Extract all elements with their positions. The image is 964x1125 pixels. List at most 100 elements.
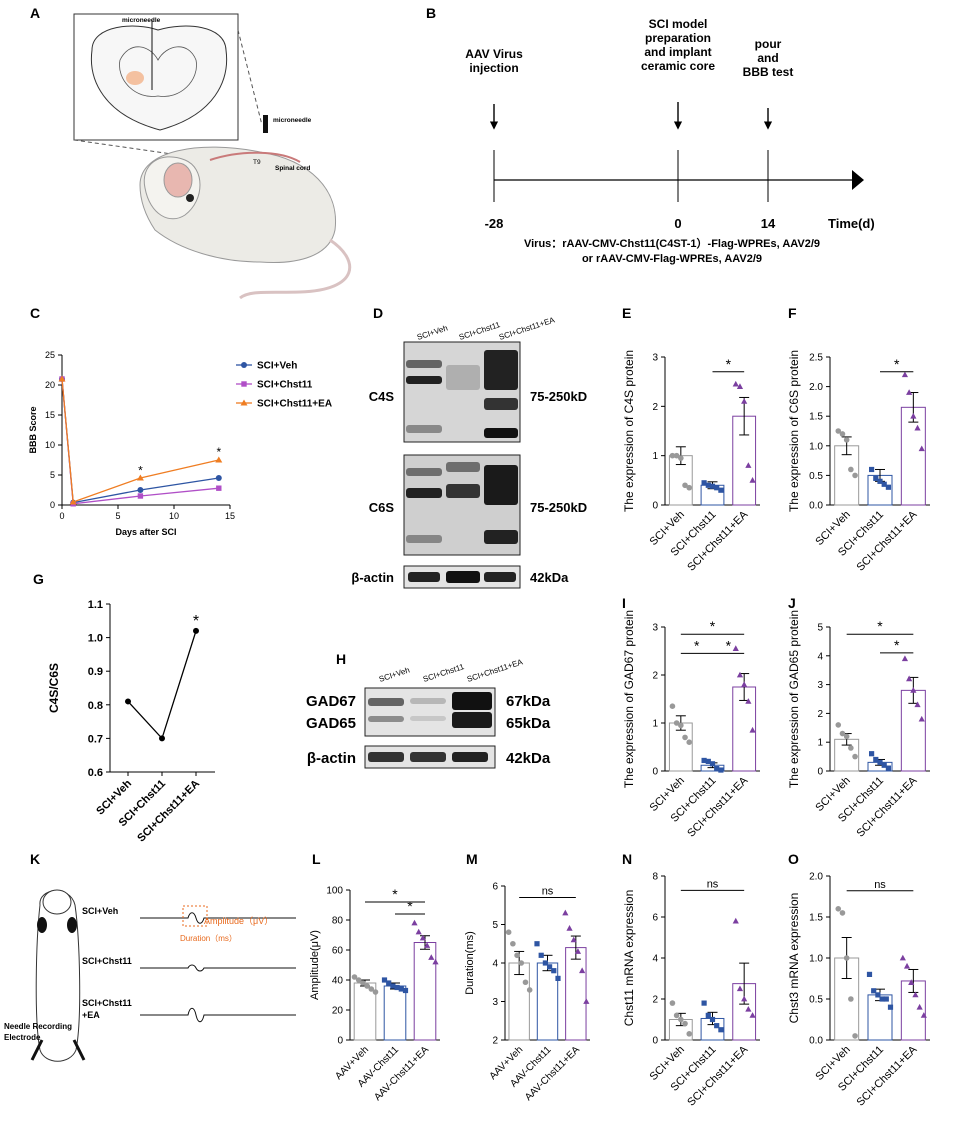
data-point: [848, 466, 854, 473]
y-tick-label: 0.5: [809, 995, 823, 1006]
panel-letter-m: M: [466, 851, 478, 867]
t9-label: T9: [253, 159, 261, 166]
y-axis-label: The expression of C4S protein: [622, 350, 636, 512]
data-point: [514, 952, 520, 959]
data-point: [745, 698, 752, 704]
data-point: [906, 389, 913, 395]
electrode-label-line-1: Needle Recording: [4, 1022, 72, 1031]
y-axis-label: Duration(ms): [464, 931, 476, 995]
data-point: [741, 995, 748, 1002]
y-axis-label: Chst3 mRNA expression: [787, 893, 801, 1024]
rat-diagram-body: [35, 890, 81, 1062]
group-label: SCI+Chst11: [82, 956, 132, 966]
duration-label: Duration（ms）: [180, 934, 237, 943]
y-tick-label: 8: [652, 872, 658, 883]
blot-band: [406, 468, 442, 476]
data-point: [877, 759, 883, 765]
data-point: [839, 431, 846, 437]
y-tick-label: 0.9: [88, 666, 103, 678]
panel-letter-j: J: [788, 595, 796, 611]
rat-diagram-head: [42, 889, 72, 915]
data-point: [736, 985, 744, 992]
data-point: [881, 762, 887, 768]
data-point-ea: [215, 456, 223, 463]
data-point: [843, 437, 850, 443]
y-tick-label: 2.0: [809, 872, 823, 883]
data-point: [899, 954, 906, 961]
panel-letter-g: G: [33, 571, 44, 587]
significance-label: *: [894, 356, 900, 372]
bar-chart-f: 0.0 0.5 1.0 1.5 2.0 2.5 The expression of C6S …: [787, 350, 930, 574]
data-point: [705, 1012, 711, 1018]
y-tick-label: 25: [45, 350, 55, 360]
bar: [565, 947, 587, 1041]
data-point: [351, 974, 358, 980]
data-point: [835, 428, 842, 434]
data-point: [879, 996, 885, 1002]
data-point: [873, 475, 879, 481]
data-point: [518, 960, 525, 966]
data-point: [701, 1000, 707, 1006]
data-point: [848, 996, 854, 1002]
x-axis-label: Days after SCI: [115, 527, 176, 537]
y-tick-label: 5: [492, 920, 498, 931]
event-label-line: injection: [469, 61, 518, 75]
y-tick-label: 6: [652, 913, 658, 924]
x-tick-label: 5: [115, 511, 120, 521]
microneedle-top-label: microneedle: [122, 17, 161, 24]
significance-label: *: [726, 356, 732, 372]
data-point: [887, 1004, 894, 1010]
data-point: [522, 979, 529, 986]
lane-label: SCI+Veh: [378, 666, 411, 684]
rat-diagram-paw-left: [37, 917, 47, 933]
blot-band: [410, 752, 446, 762]
data-point: [701, 757, 707, 764]
y-tick-label: 0: [652, 767, 658, 778]
data-point: [866, 971, 873, 977]
y-tick-label: 1.0: [809, 954, 823, 965]
y-tick-label: 1: [652, 719, 658, 730]
y-tick-label: 100: [326, 886, 343, 897]
y-tick-label: 1.0: [88, 633, 103, 645]
data-point: [736, 383, 744, 389]
data-point: [877, 478, 883, 484]
x-tick-label: SCI+Chst11+EA: [685, 774, 750, 839]
y-axis-label: The expression of GAD65 protein: [787, 610, 801, 788]
blot-band: [410, 698, 446, 704]
y-tick-label: 4: [652, 954, 658, 965]
band-size-label: 75-250kD: [530, 500, 587, 515]
y-tick-label: 0: [652, 1036, 658, 1047]
y-tick-label: 0: [817, 767, 823, 778]
data-point: [701, 480, 707, 486]
data-point: [920, 1012, 927, 1018]
timeline-arrowhead: [852, 170, 864, 190]
band-name-label: GAD65: [306, 715, 356, 732]
blot-band: [484, 350, 518, 390]
panel-letter-a: A: [30, 5, 40, 21]
data-point: [686, 1031, 693, 1037]
y-tick-label: 2.0: [809, 382, 823, 393]
panel-b-timeline: Time(d) Virus：rAAV-CMV-Chst11(C4ST-1）-Fl…: [465, 17, 875, 265]
significance-label: ns: [542, 886, 554, 898]
blot-band: [484, 428, 518, 438]
data-point: [749, 477, 756, 483]
band-name-label: GAD67: [306, 693, 356, 710]
y-tick-label: 3: [817, 680, 823, 691]
x-tick-label: SCI+Chst11+EA: [854, 774, 919, 839]
blot-band: [368, 752, 404, 762]
data-point: [402, 987, 409, 994]
rat-eye: [186, 194, 194, 202]
y-tick-label: 0: [50, 500, 55, 510]
time-axis-label: Time(d): [828, 216, 875, 231]
rat-tail: [239, 238, 352, 300]
rat-ear: [163, 162, 193, 198]
bar-chart-l: 020406080100Amplitude(μV)AAV+VehAAV-Chst…: [309, 886, 440, 1103]
y-tick-label: 2: [652, 402, 658, 413]
data-point-chst: [137, 493, 144, 499]
x-tick-label: 10: [169, 511, 179, 521]
data-point: [908, 979, 915, 985]
data-point: [912, 991, 919, 998]
data-point: [424, 942, 431, 948]
significance-label: *: [877, 618, 883, 634]
